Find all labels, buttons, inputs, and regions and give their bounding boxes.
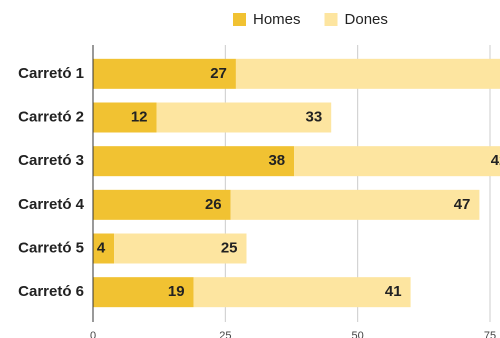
x-tick-label: 25	[219, 330, 231, 338]
bar-segment	[235, 58, 500, 89]
value-label: 25	[221, 239, 238, 256]
x-tick-label: 0	[90, 330, 96, 338]
bar-segment	[93, 146, 295, 177]
value-label: 19	[168, 283, 185, 300]
category-label: Carretó 6	[18, 283, 84, 300]
bar-segment	[294, 146, 500, 177]
value-label: 4	[97, 239, 106, 256]
value-label: 42	[491, 152, 500, 169]
x-tick-label: 75	[484, 330, 496, 338]
legend-swatch	[324, 13, 338, 26]
category-label: Carretó 1	[18, 65, 84, 82]
category-label: Carretó 4	[18, 196, 85, 213]
value-label: 33	[306, 108, 323, 125]
bar-segment	[93, 189, 231, 220]
category-label: Carretó 3	[18, 152, 84, 169]
value-label: 26	[205, 196, 222, 213]
value-label: 47	[454, 196, 471, 213]
value-label: 41	[385, 283, 402, 300]
legend-swatch	[233, 13, 246, 26]
value-label: 27	[210, 65, 227, 82]
bar-segment	[93, 277, 194, 308]
value-label: 38	[268, 152, 285, 169]
legend-label: Dones	[345, 11, 388, 28]
bar-segment	[114, 233, 247, 264]
value-label: 12	[131, 108, 148, 125]
bar-segment	[93, 102, 157, 133]
bar-segment	[93, 58, 236, 89]
category-label: Carretó 2	[18, 108, 84, 125]
legend-label: Homes	[253, 11, 301, 28]
bar-segment	[230, 189, 480, 220]
bar-segment	[93, 233, 115, 264]
bar-segment	[156, 102, 332, 133]
x-tick-label: 50	[352, 330, 364, 338]
bar-segment	[193, 277, 411, 308]
category-label: Carretó 5	[18, 239, 84, 256]
